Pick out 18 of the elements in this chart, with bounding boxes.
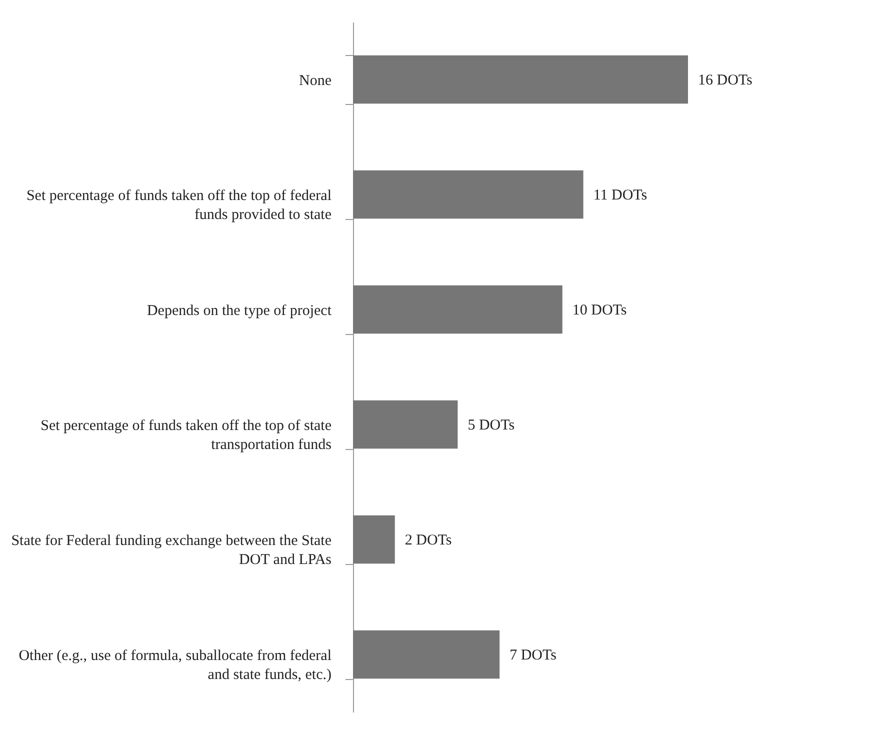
data-label: 7 DOTs [510, 648, 557, 664]
bar [353, 285, 562, 334]
bar [353, 170, 584, 219]
y-tick-label: State for Federal funding exchange between the State DOT and LPAs [11, 533, 332, 568]
y-tick-label: Set percentage of funds taken off the top of state transportation funds [40, 418, 332, 453]
y-tick-label: Set percentage of funds taken off the top of federal funds provided to state [26, 188, 332, 223]
data-label: 11 DOTs [593, 188, 648, 204]
bar [353, 515, 395, 564]
y-tick-label: Depends on the type of project [146, 303, 332, 319]
data-label: 10 DOTs [572, 302, 627, 318]
y-tick-label: Other (e.g., use of formula, suballocate from federal and state funds, etc.) [18, 648, 332, 683]
data-label: 5 DOTs [468, 418, 515, 434]
y-tick-label: None [299, 73, 332, 89]
bar [353, 55, 688, 104]
data-label: 2 DOTs [404, 532, 452, 548]
data-label: 16 DOTs [698, 72, 753, 88]
bar [353, 400, 458, 449]
bar [353, 630, 500, 679]
